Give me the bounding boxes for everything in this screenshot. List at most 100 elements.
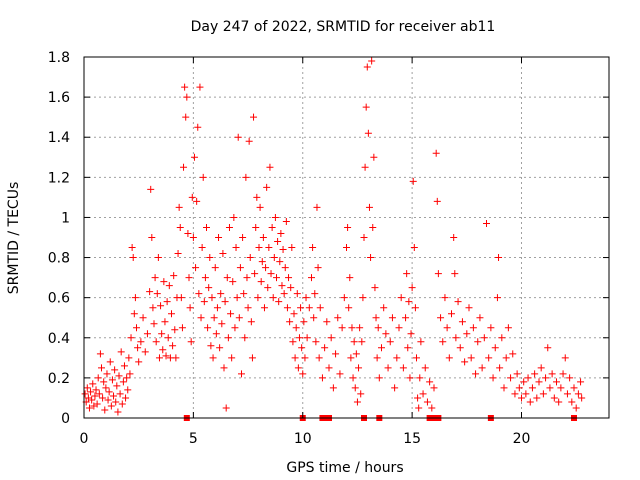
data-point xyxy=(205,284,213,292)
data-point xyxy=(198,244,206,252)
data-point xyxy=(288,244,296,252)
data-point xyxy=(563,390,571,398)
data-point xyxy=(537,364,545,372)
data-point xyxy=(161,318,169,326)
data-point xyxy=(308,274,315,282)
data-point xyxy=(154,254,162,262)
data-point xyxy=(365,203,373,211)
data-point xyxy=(180,163,188,171)
data-point xyxy=(432,149,440,157)
data-point xyxy=(281,264,289,272)
data-point xyxy=(487,324,495,332)
data-point xyxy=(177,294,185,302)
data-point xyxy=(437,314,445,322)
data-point xyxy=(134,344,142,352)
y-tick-label: 1.2 xyxy=(48,170,70,186)
data-point xyxy=(553,378,560,386)
data-point xyxy=(504,324,512,332)
data-point xyxy=(246,254,254,262)
data-point xyxy=(397,294,405,302)
data-point xyxy=(407,330,415,338)
data-point xyxy=(160,278,168,286)
data-point xyxy=(290,310,298,318)
data-point xyxy=(417,338,425,346)
data-point xyxy=(96,350,104,358)
data-point xyxy=(211,264,219,272)
data-point xyxy=(276,258,284,266)
data-point xyxy=(443,324,451,332)
data-point xyxy=(242,173,250,181)
data-point xyxy=(85,404,93,412)
data-point xyxy=(201,274,209,282)
data-point xyxy=(476,314,484,322)
data-point xyxy=(287,284,295,292)
data-point xyxy=(139,314,147,322)
data-point xyxy=(124,386,132,394)
data-point xyxy=(515,384,523,392)
data-point xyxy=(119,378,127,386)
data-point xyxy=(496,364,504,372)
data-point xyxy=(301,354,309,362)
data-point xyxy=(118,400,126,408)
data-point xyxy=(378,344,385,352)
data-point xyxy=(112,398,120,406)
data-point xyxy=(500,384,508,392)
data-point xyxy=(164,334,172,342)
data-point xyxy=(386,338,394,346)
y-tick-label: 1.6 xyxy=(48,90,70,106)
data-point xyxy=(114,408,122,416)
data-point xyxy=(467,354,475,362)
data-point xyxy=(343,244,350,252)
data-point xyxy=(283,304,291,312)
data-point xyxy=(277,229,285,237)
data-point xyxy=(259,234,267,241)
data-point xyxy=(252,223,260,231)
data-point xyxy=(170,272,178,280)
data-point xyxy=(111,366,119,374)
data-point xyxy=(384,364,392,372)
data-point xyxy=(83,384,91,392)
data-point xyxy=(187,338,195,346)
data-point xyxy=(568,398,576,406)
data-point xyxy=(426,378,434,386)
data-point xyxy=(318,374,326,382)
data-point xyxy=(278,282,286,290)
y-tick-label: 0 xyxy=(61,411,70,427)
data-point xyxy=(362,103,370,111)
data-point xyxy=(279,246,287,254)
data-point xyxy=(239,234,247,241)
data-point xyxy=(168,310,175,318)
data-point xyxy=(358,338,366,346)
data-point xyxy=(163,298,171,306)
data-point xyxy=(243,274,251,282)
grid-lines xyxy=(84,57,609,418)
data-point xyxy=(302,294,310,302)
data-point xyxy=(577,378,585,386)
data-point xyxy=(209,354,217,362)
data-point xyxy=(143,330,151,338)
data-point xyxy=(502,354,510,362)
data-point xyxy=(236,264,244,272)
data-point xyxy=(282,217,290,225)
data-point xyxy=(561,354,569,362)
data-point xyxy=(371,284,379,292)
data-point xyxy=(137,338,145,346)
data-point xyxy=(428,404,436,412)
data-point xyxy=(95,390,103,398)
data-point xyxy=(557,384,565,392)
data-point xyxy=(313,203,321,211)
data-point xyxy=(99,394,107,402)
data-point xyxy=(360,234,368,241)
data-point xyxy=(423,398,431,406)
data-point xyxy=(192,264,200,272)
y-tick-label: 1.8 xyxy=(48,50,70,66)
data-point xyxy=(247,318,255,326)
data-point xyxy=(555,398,563,406)
data-point xyxy=(382,330,390,338)
data-point xyxy=(207,342,215,350)
data-point xyxy=(220,364,228,372)
data-point xyxy=(182,113,190,121)
data-point xyxy=(128,244,136,252)
data-point xyxy=(465,304,473,312)
